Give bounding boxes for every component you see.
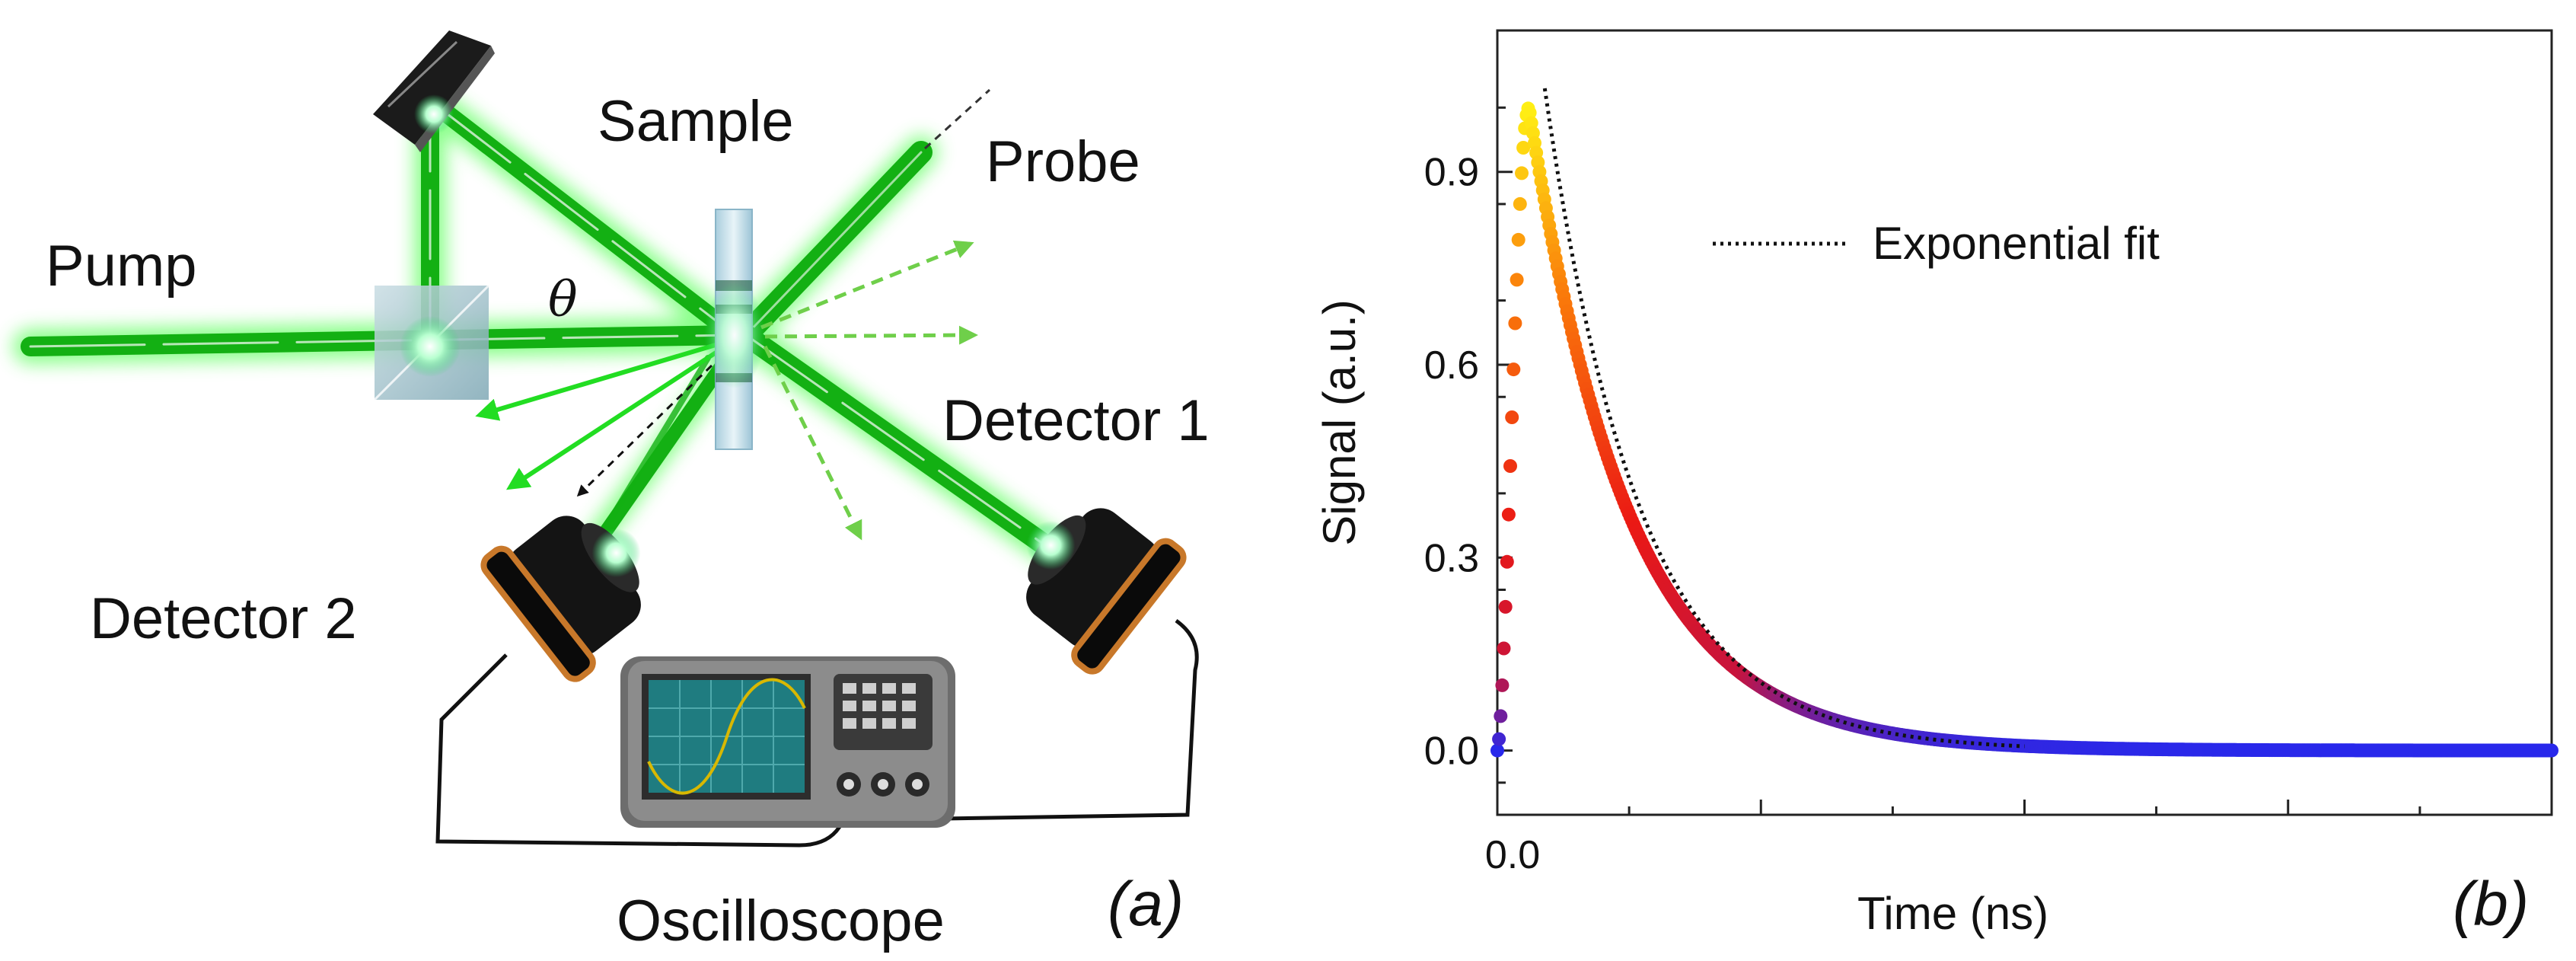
panel-b-label: (b) xyxy=(2453,870,2529,939)
sample-label: Sample xyxy=(598,89,794,154)
y-tick-label: 0.6 xyxy=(1424,343,1479,388)
exponential-fit-line xyxy=(1542,88,2025,749)
signal-point xyxy=(1498,599,1513,614)
probe-label: Probe xyxy=(986,129,1140,194)
oscilloscope-label: Oscilloscope xyxy=(617,889,945,953)
signal-point xyxy=(1516,141,1531,155)
y-tick-label: 0.0 xyxy=(1424,730,1479,774)
probe-beam xyxy=(735,141,933,346)
signal-point xyxy=(1490,743,1504,758)
y-axis: 0.0 0.3 0.6 0.9 xyxy=(1424,106,1513,784)
scattered-dashed-arrows xyxy=(760,240,978,541)
scope-ports xyxy=(837,772,929,797)
beam-splitter xyxy=(373,284,490,401)
scope-waveform xyxy=(647,678,806,795)
signal-point xyxy=(1500,554,1514,569)
signal-point xyxy=(1497,641,1511,656)
signal-point xyxy=(1495,678,1510,692)
signal-point xyxy=(1515,166,1529,180)
signal-point xyxy=(1506,362,1521,377)
x-tick-label: 0.0 xyxy=(1485,833,1540,877)
detector2-label: Detector 2 xyxy=(90,586,357,651)
x-axis: 0.0 xyxy=(1485,800,2553,877)
signal-point xyxy=(1513,196,1527,211)
detector2-beam xyxy=(579,351,734,567)
signal-point xyxy=(1494,709,1508,723)
signal-point xyxy=(1505,410,1519,424)
scattered-solid-arrows xyxy=(475,340,724,490)
pump-label: Pump xyxy=(46,234,197,299)
oscilloscope xyxy=(620,656,955,828)
detector1-beam xyxy=(735,324,1076,570)
probe-axis-line xyxy=(923,88,991,150)
decay-chart: 0.0 0.3 0.6 0.9 0.0 Exponential fit Time (n… xyxy=(1314,29,2558,939)
detector-1 xyxy=(1026,508,1187,675)
detector-2 xyxy=(480,516,641,682)
theta-label: θ xyxy=(548,272,578,328)
legend-fit-label: Exponential fit xyxy=(1873,218,2160,269)
signal-series xyxy=(1490,101,2558,758)
sample-plate xyxy=(704,209,765,450)
signal-point xyxy=(1508,316,1522,330)
signal-point xyxy=(1492,732,1506,746)
scope-keypad xyxy=(843,683,916,729)
signal-point xyxy=(1503,459,1517,473)
signal-point xyxy=(2545,743,2558,758)
x-axis-label: Time (ns) xyxy=(1857,888,2048,939)
detector1-label: Detector 1 xyxy=(942,388,1210,453)
signal-point xyxy=(1501,507,1516,522)
probe-direction-arrow xyxy=(576,364,713,497)
plot-frame xyxy=(1496,29,2553,816)
panel-a-label: (a) xyxy=(1108,870,1184,939)
mirror xyxy=(373,30,495,152)
signal-point xyxy=(1511,232,1526,247)
signal-point xyxy=(1510,273,1524,287)
y-tick-label: 0.9 xyxy=(1424,151,1479,195)
signal-point xyxy=(1522,106,1537,120)
setup-diagram: Sample Probe Pump θ Detector 1 Detector … xyxy=(13,30,1210,953)
y-tick-label: 0.3 xyxy=(1424,536,1479,580)
y-axis-label: Signal (a.u.) xyxy=(1314,299,1365,546)
